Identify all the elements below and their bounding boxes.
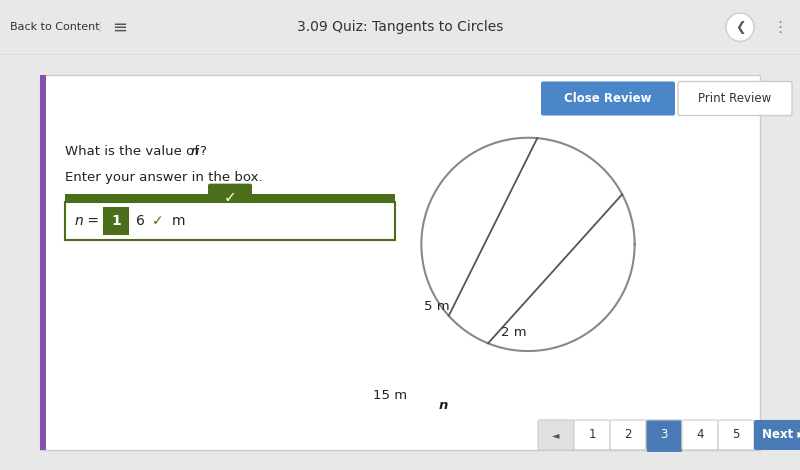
FancyBboxPatch shape (40, 76, 46, 450)
Text: 3: 3 (660, 429, 668, 441)
FancyBboxPatch shape (65, 194, 395, 202)
Text: ⋮: ⋮ (772, 20, 788, 35)
Text: ✓: ✓ (224, 190, 236, 205)
FancyBboxPatch shape (538, 420, 574, 450)
FancyBboxPatch shape (754, 420, 800, 450)
FancyBboxPatch shape (678, 81, 792, 116)
Text: m: m (172, 214, 186, 227)
Text: What is the value of: What is the value of (65, 145, 203, 158)
FancyBboxPatch shape (610, 420, 646, 450)
Text: ◄: ◄ (552, 430, 560, 440)
Text: ✓: ✓ (152, 214, 164, 227)
Text: 2: 2 (624, 429, 632, 441)
FancyBboxPatch shape (541, 81, 675, 116)
FancyBboxPatch shape (574, 420, 610, 450)
Text: Print Review: Print Review (698, 92, 772, 105)
FancyBboxPatch shape (718, 420, 754, 450)
Text: 15 m: 15 m (373, 389, 407, 402)
FancyBboxPatch shape (65, 202, 395, 240)
Text: 6: 6 (136, 214, 145, 227)
Text: Enter your answer in the box.: Enter your answer in the box. (65, 171, 262, 184)
Text: 5: 5 (732, 429, 740, 441)
FancyBboxPatch shape (682, 420, 718, 450)
FancyBboxPatch shape (208, 184, 252, 212)
Text: 1: 1 (588, 429, 596, 441)
Text: 4: 4 (696, 429, 704, 441)
Text: n: n (75, 214, 84, 227)
Text: ≡: ≡ (113, 18, 127, 36)
Text: ⋮: ⋮ (94, 21, 106, 34)
Text: ?: ? (199, 145, 206, 158)
Text: Close Review: Close Review (564, 92, 652, 105)
Text: 1: 1 (111, 214, 121, 227)
Text: 3.09 Quiz: Tangents to Circles: 3.09 Quiz: Tangents to Circles (297, 20, 503, 34)
FancyBboxPatch shape (103, 207, 129, 235)
Text: ❮: ❮ (734, 21, 746, 34)
Text: 2 m: 2 m (501, 326, 526, 339)
Text: n: n (439, 399, 448, 412)
Text: =: = (83, 214, 99, 227)
FancyBboxPatch shape (646, 420, 682, 450)
Text: n: n (191, 145, 199, 158)
FancyBboxPatch shape (40, 76, 760, 450)
Text: Next ►: Next ► (762, 429, 800, 441)
Circle shape (726, 13, 754, 41)
Text: Back to Content: Back to Content (10, 22, 100, 32)
Text: 5 m: 5 m (425, 300, 450, 313)
